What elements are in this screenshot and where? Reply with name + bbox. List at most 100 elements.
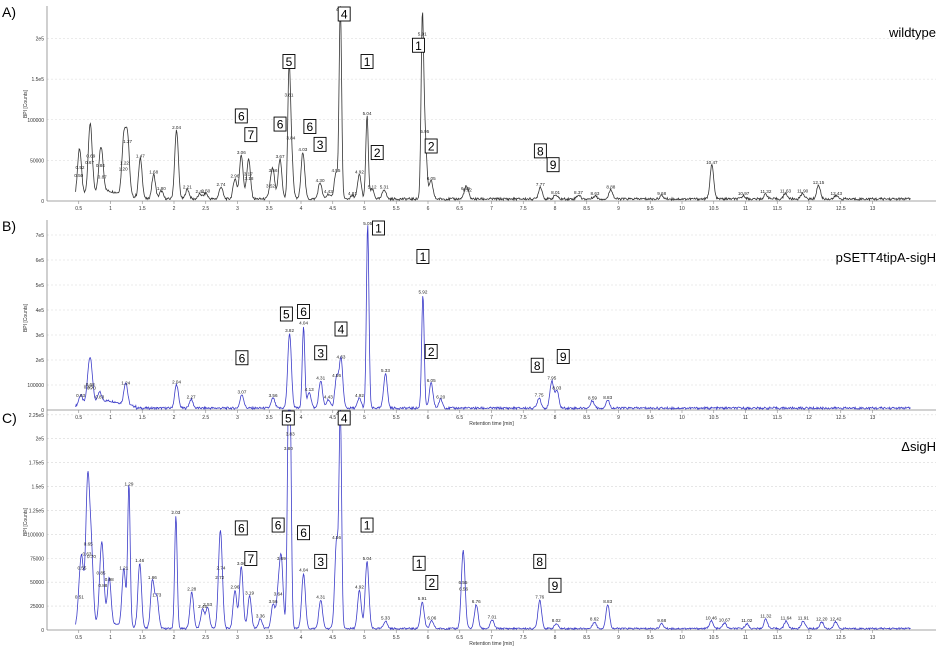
peak-label: 11.32 <box>760 189 772 194</box>
x-axis-label: Retention time [min] <box>469 421 514 427</box>
peak-label: 1.47 <box>136 153 145 158</box>
x-tick-label: 3.5 <box>266 415 273 421</box>
peak-label: 4.04 <box>299 321 308 326</box>
annotation-number: 1 <box>420 250 427 264</box>
annotation-box <box>424 138 438 154</box>
peak-label: 4.30 <box>316 178 325 183</box>
y-axis-label: BPI [Counts] <box>23 507 29 536</box>
peak-label: 7.77 <box>536 182 545 187</box>
y-tick-label: 75000 <box>30 556 44 562</box>
annotation-box <box>303 119 317 134</box>
annotation-box <box>281 410 295 426</box>
annotation-number: 3 <box>317 138 324 152</box>
compound-annotation: 4 <box>337 6 351 22</box>
annotation-number: 6 <box>275 519 282 533</box>
compound-annotation: 6 <box>303 119 317 134</box>
peak-label: 3.81 <box>284 92 293 97</box>
y-tick-label: 50000 <box>30 158 44 164</box>
peak-label: 3.56 <box>269 168 278 173</box>
x-tick-label: 0.5 <box>75 415 82 421</box>
peak-label: 5.31 <box>380 184 389 189</box>
peak-label: 11.63 <box>780 188 792 193</box>
y-tick-label: 3e5 <box>36 333 45 339</box>
compound-annotation: 3 <box>314 345 328 360</box>
x-tick-label: 1 <box>109 415 112 421</box>
peak-label: 9.68 <box>657 191 666 196</box>
peak-label: 4.31 <box>316 376 325 381</box>
x-tick-label: 8 <box>554 206 557 212</box>
annotation-box <box>234 520 248 536</box>
x-tick-label: 4.5 <box>329 635 336 641</box>
compound-annotation: 1 <box>372 220 385 236</box>
peak-label: 0.55 <box>77 566 86 571</box>
peak-label: 0.67 <box>85 160 94 165</box>
peak-label: 6.05 <box>427 378 436 383</box>
peak-label: 3.83 <box>286 432 295 437</box>
peak-label: 5.95 <box>420 129 429 134</box>
compound-annotation: 7 <box>244 551 258 566</box>
peak-label: 2.50 <box>201 188 210 193</box>
peak-label: 2.72 <box>215 575 224 580</box>
peak-label: 0.98 <box>105 577 114 582</box>
peak-label: 8.62 <box>590 616 599 621</box>
peak-label: 4.55 <box>331 168 340 173</box>
x-tick-label: 10.5 <box>709 206 719 212</box>
annotation-number: 3 <box>317 346 324 360</box>
peak-label: 3.69 <box>277 556 286 561</box>
panel-label: C) <box>2 410 17 426</box>
annotation-box <box>533 553 547 569</box>
annotation-number: 9 <box>552 579 559 593</box>
annotation-box <box>314 553 328 569</box>
x-tick-label: 11.5 <box>773 415 783 421</box>
peak-label: 5.05 <box>363 221 372 226</box>
peak-label: 4.04 <box>299 568 308 573</box>
peak-label: 2.28 <box>187 587 196 592</box>
peak-label: 0.85 <box>96 570 105 575</box>
x-tick-label: 1.5 <box>139 206 146 212</box>
compound-annotation: 6 <box>297 304 310 319</box>
compound-annotation: 5 <box>281 410 295 426</box>
peak-label: 11.32 <box>760 613 772 618</box>
y-tick-label: 2.25e5 <box>29 413 45 419</box>
x-tick-label: 11.5 <box>773 635 783 641</box>
annotation-number: 5 <box>283 308 290 322</box>
annotation-box <box>546 157 560 173</box>
x-tick-label: 5 <box>363 635 366 641</box>
peak-label: 3.80 <box>284 446 293 451</box>
annotation-number: 2 <box>374 146 381 160</box>
x-tick-label: 13 <box>870 635 876 641</box>
annotation-number: 4 <box>338 323 345 337</box>
x-tick-label: 9.5 <box>647 635 654 641</box>
peak-label: 1.66 <box>148 575 157 580</box>
x-tick-label: 9 <box>617 206 620 212</box>
x-tick-label: 10 <box>679 415 685 421</box>
compound-annotation: 2 <box>424 344 438 359</box>
peak-label: 11.91 <box>798 615 810 620</box>
y-tick-label: 1.5e5 <box>31 485 44 491</box>
x-tick-label: 8 <box>554 415 557 421</box>
peak-label: 0.65 <box>84 542 93 547</box>
peak-label: 3.19 <box>245 590 254 595</box>
x-tick-label: 9 <box>617 415 620 421</box>
y-tick-label: 0 <box>41 408 44 414</box>
annotation-number: 1 <box>375 222 382 236</box>
peak-label: 0.69 <box>86 153 95 158</box>
peak-label: 5.91 <box>418 596 427 601</box>
x-tick-label: 5.5 <box>393 206 400 212</box>
y-tick-label: 5e5 <box>36 283 45 289</box>
compound-annotation: 2 <box>424 138 438 154</box>
x-tick-label: 13 <box>870 206 876 212</box>
y-tick-label: 4e5 <box>36 308 45 314</box>
annotation-box <box>424 344 438 359</box>
peak-label: 2.45 <box>198 604 207 609</box>
peak-label: 4.92 <box>355 585 364 590</box>
x-tick-label: 3 <box>236 415 239 421</box>
peak-label: 1.24 <box>121 381 130 386</box>
x-tick-label: 5.5 <box>393 415 400 421</box>
annotation-box <box>556 349 570 364</box>
annotation-number: 4 <box>341 412 348 426</box>
annotation-box <box>360 517 374 533</box>
compound-annotation: 5 <box>282 54 296 69</box>
x-tick-label: 4 <box>300 415 303 421</box>
x-tick-label: 10 <box>679 206 685 212</box>
